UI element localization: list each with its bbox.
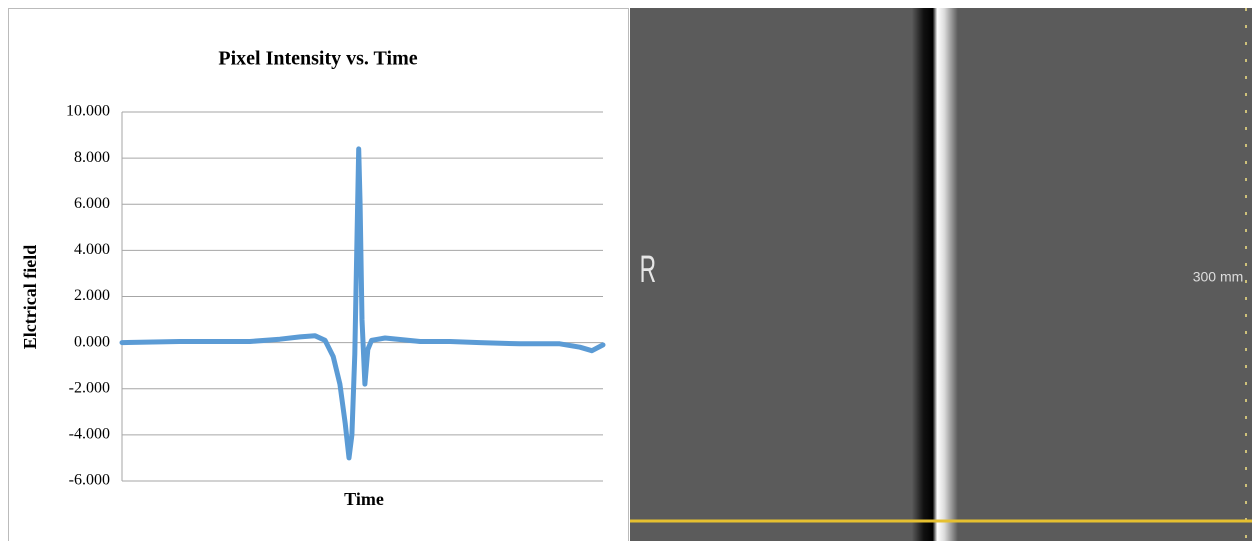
image-band — [912, 8, 958, 541]
y-axis-label: Elctrical field — [20, 245, 40, 349]
y-tick-label: -4.000 — [69, 426, 110, 443]
y-tick-label: -2.000 — [69, 379, 110, 396]
plot: -6.000 -4.000 -2.000 0.000 2.000 4.000 6.000 8.… — [66, 103, 606, 489]
chart-title: Pixel Intensity vs. Time — [218, 48, 417, 70]
x-axis-label: Time — [344, 489, 384, 509]
y-tick-label: 2.000 — [74, 287, 110, 304]
image-label: 300 mm — [1193, 269, 1244, 285]
y-tick-label: 0.000 — [74, 333, 110, 350]
image-label: R — [640, 248, 656, 290]
y-tick-label: 6.000 — [74, 195, 110, 212]
y-tick-label: 8.000 — [74, 149, 110, 166]
line — [119, 146, 606, 461]
y-tick-label: -6.000 — [69, 472, 110, 489]
chart-frame — [8, 8, 629, 546]
y-tick-label: 10.000 — [66, 103, 110, 120]
y-tick-label: 4.000 — [74, 241, 110, 258]
